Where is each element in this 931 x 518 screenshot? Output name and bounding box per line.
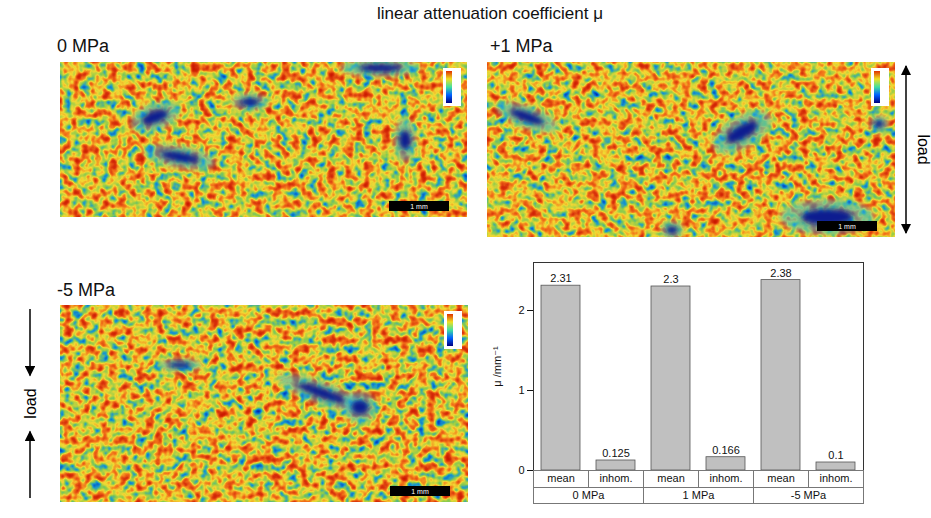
html-text:1 MPa: 1 MPa (682, 489, 715, 501)
svg-text:mean: mean (547, 472, 575, 484)
html-text:+1 MPa: +1 MPa (490, 36, 553, 56)
html-text:-5 MPa: -5 MPa (790, 489, 827, 501)
svg-text:load: load (915, 134, 931, 164)
svg-text:2.3: 2.3 (663, 273, 678, 285)
html-text:linear attenuation coefficient: linear attenuation coefficient μ (377, 4, 603, 23)
svg-text:2.38: 2.38 (770, 267, 791, 279)
svg-text:1: 1 (518, 384, 524, 396)
svg-text:0.166: 0.166 (712, 444, 740, 456)
html-text:0 MPa: 0 MPa (572, 489, 605, 501)
svg-text:1 mm: 1 mm (411, 488, 429, 495)
svg-text:0.1: 0.1 (828, 449, 843, 461)
svg-text:load: load (22, 388, 39, 418)
svg-text:inhom.: inhom. (709, 472, 742, 484)
svg-text:0: 0 (518, 464, 524, 476)
svg-text:1 mm: 1 mm (410, 203, 428, 210)
svg-text:1 mm: 1 mm (838, 223, 856, 230)
html-text:-5 MPa: -5 MPa (57, 280, 115, 300)
svg-text:mean: mean (657, 472, 685, 484)
svg-text:μ /mm⁻¹: μ /mm⁻¹ (491, 346, 503, 387)
svg-text:2.31: 2.31 (550, 272, 571, 284)
svg-text:2: 2 (518, 304, 524, 316)
svg-text:inhom.: inhom. (599, 472, 632, 484)
svg-text:0.125: 0.125 (602, 447, 630, 459)
svg-text:inhom.: inhom. (819, 472, 852, 484)
html-text:0 MPa: 0 MPa (57, 36, 109, 56)
svg-text:mean: mean (767, 472, 795, 484)
